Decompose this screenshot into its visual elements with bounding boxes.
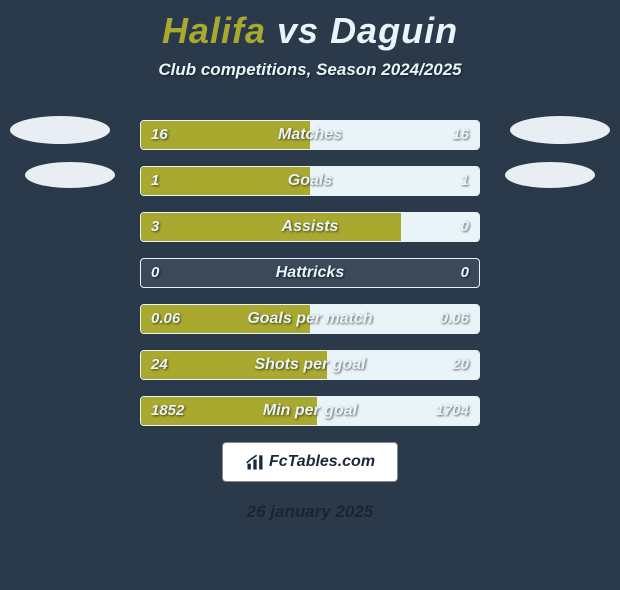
- stat-label: Hattricks: [141, 259, 479, 287]
- stat-value-left: 0: [141, 259, 169, 287]
- stat-value-left: 1: [141, 167, 169, 195]
- vs-text: vs: [277, 10, 319, 51]
- stat-label: Goals: [141, 167, 479, 195]
- stat-row: Hattricks0 0: [140, 258, 480, 288]
- stat-value-right: 0: [451, 213, 479, 241]
- player2-badge-placeholder: [510, 116, 610, 144]
- stat-value-right: 16: [442, 121, 479, 149]
- stat-row: Goals1 1: [140, 166, 480, 196]
- stat-value-right: 1: [451, 167, 479, 195]
- stat-value-right: 1704: [426, 397, 479, 425]
- player1-name: Halifa: [162, 10, 266, 51]
- stat-row: Assists3 0: [140, 212, 480, 242]
- stat-value-left: 24: [141, 351, 178, 379]
- stat-value-right: 20: [442, 351, 479, 379]
- player1-badge-placeholder-2: [25, 162, 115, 188]
- season-subtitle: Club competitions, Season 2024/2025: [0, 60, 620, 80]
- stat-value-left: 16: [141, 121, 178, 149]
- chart-area: Matches1616Goals11Assists30Hattricks00Go…: [0, 120, 620, 522]
- stat-value-right: 0: [451, 259, 479, 287]
- stat-label: Shots per goal: [141, 351, 479, 379]
- stat-value-right: 0.06: [430, 305, 479, 333]
- player2-name: Daguin: [330, 10, 458, 51]
- stat-value-left: 0.06: [141, 305, 190, 333]
- source-logo-text: FcTables.com: [269, 453, 375, 471]
- stat-row: Min per goal18521704: [140, 396, 480, 426]
- stat-bars-container: Matches1616Goals11Assists30Hattricks00Go…: [140, 120, 480, 426]
- stat-value-left: 3: [141, 213, 169, 241]
- source-logo: FcTables.com: [222, 442, 398, 482]
- player2-badge-placeholder-2: [505, 162, 595, 188]
- stat-row: Shots per goal24 20: [140, 350, 480, 380]
- bar-chart-icon: [245, 452, 265, 472]
- player1-badge-placeholder: [10, 116, 110, 144]
- stat-label: Goals per match: [141, 305, 479, 333]
- stat-row: Matches16 16: [140, 120, 480, 150]
- stat-value-left: 1852: [141, 397, 194, 425]
- comparison-title: Halifa vs Daguin: [0, 10, 620, 52]
- stat-label: Assists: [141, 213, 479, 241]
- snapshot-date: 26 january 2025: [0, 502, 620, 522]
- stat-label: Matches: [141, 121, 479, 149]
- stat-row: Goals per match0.06 0.06: [140, 304, 480, 334]
